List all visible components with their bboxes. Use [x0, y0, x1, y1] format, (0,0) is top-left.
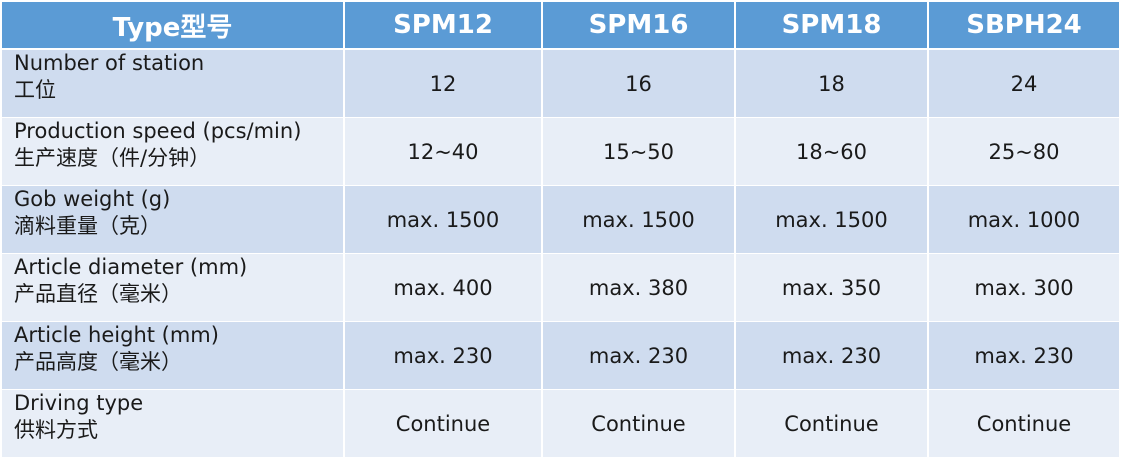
- value-cell: 24: [929, 50, 1119, 117]
- header-cell: SPM12: [345, 2, 541, 48]
- value-cell: max. 1500: [543, 186, 734, 253]
- value-cell: Continue: [929, 390, 1119, 457]
- value-cell: max. 1000: [929, 186, 1119, 253]
- value-cell: max. 230: [736, 322, 927, 389]
- value-cell: Continue: [543, 390, 734, 457]
- value-cell: Continue: [736, 390, 927, 457]
- label-line: 生产速度（件/分钟）: [14, 146, 211, 170]
- value-cell: 15~50: [543, 118, 734, 185]
- value-cell: 16: [543, 50, 734, 117]
- row-label: Article height (mm) 产品高度（毫米）: [2, 322, 343, 389]
- header-cell: SPM18: [736, 2, 927, 48]
- label-line: Production speed (pcs/min): [14, 119, 302, 143]
- label-line: 供料方式: [14, 418, 98, 442]
- label-line: Number of station: [14, 51, 205, 75]
- label-line: 工位: [14, 78, 56, 102]
- value-cell: max. 1500: [736, 186, 927, 253]
- value-cell: max. 230: [929, 322, 1119, 389]
- label-line: 产品高度（毫米）: [14, 350, 182, 374]
- value-cell: max. 380: [543, 254, 734, 321]
- label-line: Gob weight (g): [14, 187, 171, 211]
- label-line: Article diameter (mm): [14, 255, 248, 279]
- label-line: Article height (mm): [14, 323, 219, 347]
- value-cell: 18~60: [736, 118, 927, 185]
- row-label: Production speed (pcs/min) 生产速度（件/分钟）: [2, 118, 343, 185]
- row-label: Driving type 供料方式: [2, 390, 343, 457]
- value-cell: 25~80: [929, 118, 1119, 185]
- row-label: Gob weight (g) 滴料重量（克）: [2, 186, 343, 253]
- value-cell: max. 230: [345, 322, 541, 389]
- label-line: 滴料重量（克）: [14, 214, 161, 238]
- value-cell: max. 1500: [345, 186, 541, 253]
- row-label: Article diameter (mm) 产品直径（毫米）: [2, 254, 343, 321]
- row-label: Number of station 工位: [2, 50, 343, 117]
- header-cell: Type型号: [2, 2, 343, 48]
- value-cell: max. 230: [543, 322, 734, 389]
- value-cell: max. 350: [736, 254, 927, 321]
- label-line: 产品直径（毫米）: [14, 282, 182, 306]
- header-cell: SBPH24: [929, 2, 1119, 48]
- value-cell: 12~40: [345, 118, 541, 185]
- header-cell: SPM16: [543, 2, 734, 48]
- value-cell: max. 300: [929, 254, 1119, 321]
- value-cell: Continue: [345, 390, 541, 457]
- value-cell: 18: [736, 50, 927, 117]
- label-line: Driving type: [14, 391, 144, 415]
- value-cell: 12: [345, 50, 541, 117]
- value-cell: max. 400: [345, 254, 541, 321]
